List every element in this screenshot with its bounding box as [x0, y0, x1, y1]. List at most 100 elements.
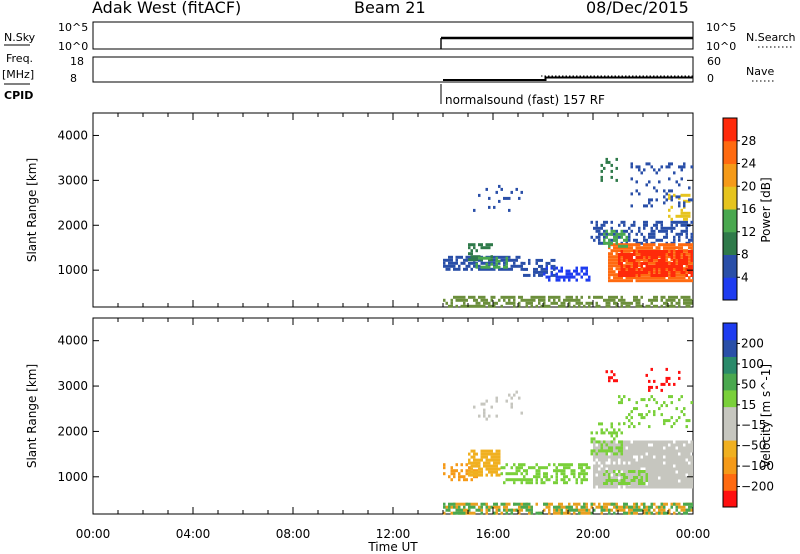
data-cell	[553, 298, 556, 302]
data-cell	[478, 193, 481, 197]
data-cell	[483, 455, 486, 459]
data-cell	[510, 472, 513, 476]
data-cell	[618, 249, 621, 253]
data-cell	[513, 301, 516, 305]
data-cell	[688, 301, 691, 305]
data-cell	[465, 264, 468, 268]
data-cell	[668, 226, 671, 230]
data-cell	[680, 467, 683, 471]
data-cell	[483, 461, 486, 465]
data-cell	[665, 250, 668, 253]
data-cell	[563, 472, 566, 476]
data-cell	[635, 258, 638, 262]
data-cell	[628, 246, 631, 250]
data-cell	[643, 485, 646, 489]
data-cell	[648, 425, 651, 429]
data-cell	[650, 271, 653, 274]
data-cell	[490, 295, 493, 299]
data-cell	[610, 455, 613, 459]
data-cell	[625, 229, 628, 233]
data-cell	[638, 446, 641, 450]
data-cell	[658, 279, 661, 283]
data-cell	[668, 273, 671, 277]
data-cell	[628, 243, 631, 247]
data-cell	[660, 265, 663, 268]
data-cell	[665, 404, 668, 408]
data-cell	[658, 461, 661, 465]
data-cell	[538, 472, 541, 476]
data-cell	[610, 241, 613, 245]
data-cell	[570, 505, 573, 509]
data-cell	[478, 470, 481, 474]
data-cell	[668, 189, 671, 193]
data-cell	[673, 252, 676, 256]
data-cell	[600, 422, 603, 426]
data-cell	[608, 476, 611, 479]
data-cell	[670, 482, 673, 486]
data-cell	[573, 269, 576, 273]
data-cell	[613, 276, 616, 280]
data-cell	[633, 482, 636, 486]
data-cell	[530, 478, 533, 482]
data-cell	[610, 279, 613, 283]
data-cell	[495, 190, 498, 194]
data-cell	[668, 479, 671, 483]
data-cell	[573, 475, 576, 479]
data-cell	[480, 458, 483, 462]
data-cell	[610, 232, 613, 236]
data-cell	[508, 295, 511, 299]
data-cell	[645, 458, 648, 462]
data-cell	[500, 304, 503, 308]
data-cell	[493, 505, 496, 509]
data-cell	[493, 295, 496, 299]
data-cell	[625, 455, 628, 459]
data-cell	[655, 295, 658, 299]
data-cell	[638, 505, 641, 509]
data-cell	[493, 261, 496, 265]
data-cell	[508, 258, 511, 262]
data-cell	[445, 264, 448, 268]
data-cell	[628, 232, 631, 236]
data-cell	[690, 271, 693, 274]
data-cell	[678, 416, 681, 420]
y-tick-label: 3000	[57, 173, 88, 187]
data-cell	[645, 243, 648, 247]
data-cell	[548, 463, 551, 467]
data-cell	[673, 470, 676, 474]
data-cell	[643, 458, 646, 462]
data-cell	[680, 208, 683, 212]
data-cell	[638, 508, 641, 512]
data-cell	[603, 232, 606, 236]
data-cell	[655, 298, 658, 302]
data-cell	[483, 295, 486, 299]
data-cell	[585, 266, 588, 270]
data-cell	[638, 258, 641, 262]
data-cell	[523, 469, 526, 473]
data-cell	[610, 470, 613, 474]
data-cell	[678, 250, 681, 253]
data-cell	[603, 452, 606, 456]
data-cell	[473, 295, 476, 299]
data-cell	[640, 295, 643, 299]
data-cell	[643, 461, 646, 465]
data-cell	[650, 395, 653, 399]
data-cell	[445, 258, 448, 262]
data-cell	[620, 243, 623, 247]
data-cell	[603, 235, 606, 239]
data-cell	[655, 482, 658, 486]
data-cell	[628, 271, 631, 274]
colorbar-segment	[723, 440, 737, 458]
data-cell	[638, 279, 641, 283]
data-cell	[508, 472, 511, 476]
data-cell	[455, 267, 458, 271]
data-cell	[458, 478, 461, 482]
data-cell	[688, 193, 691, 197]
data-cell	[683, 249, 686, 253]
data-cell	[673, 238, 676, 242]
data-cell	[638, 276, 641, 280]
data-cell	[675, 449, 678, 453]
colorbar-segment	[723, 163, 737, 187]
data-cell	[600, 295, 603, 299]
y-tick-label: 2000	[57, 424, 88, 438]
data-cell	[668, 246, 671, 250]
